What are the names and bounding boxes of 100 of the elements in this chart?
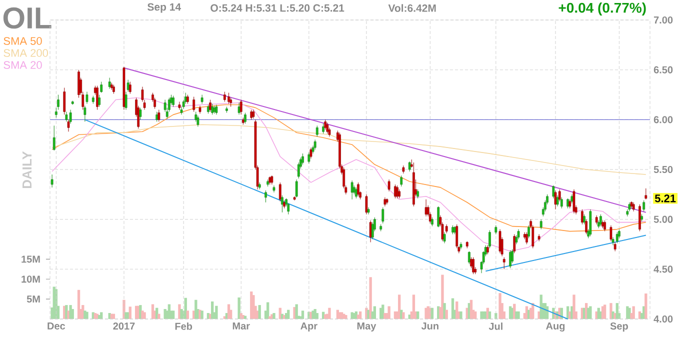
candlestick (228, 92, 230, 104)
candlestick (616, 232, 618, 244)
candlestick (172, 95, 174, 107)
text: Vol:6.42M (388, 4, 436, 12)
bar (632, 306, 635, 319)
candlestick (610, 225, 612, 242)
candlestick (100, 82, 103, 94)
candlestick (552, 185, 555, 199)
candlestick (367, 207, 370, 215)
y-tick-label: 6.00 (654, 116, 673, 124)
candlestick (316, 125, 318, 137)
x-tick-label: May (357, 322, 376, 332)
candlestick (84, 105, 86, 122)
candlestick (69, 109, 72, 124)
x-tick-label: Jun (421, 322, 438, 330)
line-series (52, 124, 646, 175)
candlestick (528, 225, 530, 239)
y2-tick-label: 10M (22, 276, 40, 283)
bar (373, 306, 376, 319)
y-tick-label: 6.50 (654, 66, 673, 74)
x-tick-label: 2017 (113, 322, 135, 330)
candlestick (468, 250, 470, 264)
text: Sep 14 (148, 3, 181, 13)
y-tick-label: 4.50 (654, 266, 673, 273)
candlestick (223, 92, 226, 102)
bar (258, 305, 261, 319)
bar (644, 293, 648, 319)
bar (69, 305, 72, 319)
text: SMA 50 (4, 37, 42, 45)
candlestick (642, 200, 646, 212)
candlestick (308, 152, 310, 164)
line-series (52, 97, 646, 252)
candlestick (472, 256, 474, 274)
bar (388, 306, 390, 319)
bar (610, 303, 612, 319)
text: O:5.24 H:5.31 L:5.20 C:5.21 (210, 4, 344, 12)
bar (402, 312, 405, 319)
candlestick (322, 123, 324, 134)
candlestick (443, 232, 446, 244)
candlestick (612, 237, 614, 246)
x-tick-label: Aug (546, 322, 565, 332)
bar (238, 297, 240, 319)
candlestick (52, 125, 56, 151)
candlestick (498, 229, 502, 254)
candlestick (192, 96, 196, 112)
candlestick (396, 185, 398, 199)
bar (441, 274, 444, 319)
bar (572, 294, 576, 319)
candlestick (581, 209, 584, 225)
chart-title: OIL (3, 7, 52, 29)
x-tick-label: Apr (300, 322, 318, 332)
candlestick (63, 88, 66, 115)
bar (301, 310, 304, 319)
candlestick (585, 219, 588, 235)
candlestick (382, 207, 384, 224)
candlestick (240, 99, 242, 115)
candlestick (238, 102, 240, 115)
candlestick (128, 82, 132, 94)
candlestick (408, 161, 411, 172)
annotation: 5.21 (654, 194, 676, 202)
candlestick (158, 109, 160, 122)
text: SMA 200 (4, 49, 48, 57)
candlestick (357, 182, 360, 197)
candlestick (156, 111, 158, 122)
candlestick (502, 256, 506, 270)
bar (128, 306, 132, 319)
candlestick (264, 190, 267, 203)
bar (252, 295, 255, 319)
x-tick-label: Mar (232, 322, 250, 330)
candlestick (566, 198, 569, 209)
candlestick (589, 209, 592, 237)
candlestick (65, 111, 68, 122)
bar (328, 308, 331, 319)
candlestick (278, 182, 282, 202)
y-tick-label: 5.50 (654, 166, 673, 174)
candlestick (560, 197, 563, 209)
candlestick (583, 214, 586, 225)
candlestick (526, 232, 528, 244)
candlestick (540, 219, 542, 230)
candlestick (558, 189, 561, 202)
candlestick (86, 92, 88, 104)
candlestick (354, 187, 358, 199)
y-tick-label: 5.00 (654, 216, 673, 223)
candlestick (126, 80, 130, 92)
candlestick (369, 220, 372, 243)
candlestick (644, 188, 648, 200)
bar (445, 310, 448, 319)
candlestick (50, 174, 54, 188)
y2-tick-label: 5M (26, 296, 40, 303)
candlestick (437, 206, 440, 228)
text: +0.04 (0.77%) (558, 2, 646, 16)
candlestick (365, 194, 368, 215)
y-tick-label: 7.00 (654, 16, 673, 24)
x-tick-label: Jul (488, 322, 502, 330)
candlestick (517, 229, 520, 240)
candlestick (196, 115, 200, 127)
candlestick (394, 184, 396, 199)
candlestick (400, 175, 403, 187)
candlestick (324, 119, 327, 130)
candlestick (295, 179, 298, 198)
